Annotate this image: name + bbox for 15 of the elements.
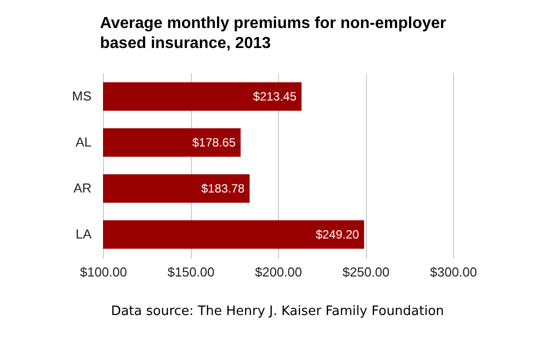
y-tick-label: AR (73, 180, 92, 196)
x-tick-label: $150.00 (168, 264, 214, 280)
x-tick-label: $100.00 (80, 264, 127, 280)
data-label: $183.78 (201, 182, 245, 196)
data-label: $213.45 (253, 89, 297, 104)
x-tick-label: $200.00 (255, 264, 302, 280)
data-label: $178.65 (192, 135, 236, 150)
chart-title: Average monthly premiums for non-employer based insurance, 2013 (100, 15, 446, 52)
data-label: $249.20 (316, 228, 360, 242)
source-note: Data source: The Henry J. Kaiser Family Foundation (110, 304, 446, 319)
x-tick-label: $300.00 (430, 264, 477, 280)
y-tick-label: AL (76, 134, 92, 150)
y-tick-label: LA (76, 226, 92, 242)
x-tick-label: $250.00 (342, 264, 390, 280)
y-tick-label: MS (72, 88, 92, 104)
